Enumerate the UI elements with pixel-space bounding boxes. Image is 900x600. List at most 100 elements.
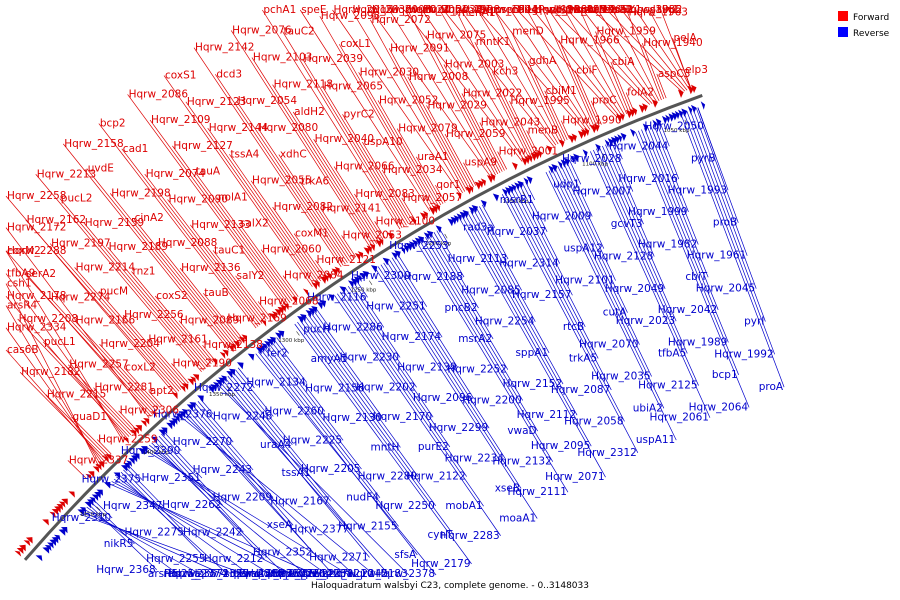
gene-arrow xyxy=(419,212,427,221)
gene-arrow xyxy=(629,128,636,138)
gene-arrow xyxy=(261,343,267,351)
gene-label-puch: pucH xyxy=(303,324,330,336)
gene-label-hqrw-2257: Hqrw_2257 xyxy=(69,359,128,371)
gene-label-ocd3: ocd3 xyxy=(637,4,663,16)
legend: Forward Reverse xyxy=(838,11,890,39)
gene-label-hqrw-2188: Hqrw_2188 xyxy=(404,271,463,283)
gene-label-hqrw-1953: Hqrw_1953 xyxy=(554,4,613,16)
legend-swatch-forward xyxy=(838,11,848,21)
gene-label-hqrw-1966: Hqrw_1966 xyxy=(560,34,620,46)
label-connector xyxy=(98,123,257,329)
label-connector xyxy=(236,100,346,265)
gene-arrow xyxy=(480,200,487,208)
gene-arrow xyxy=(215,379,223,387)
gene-arrow xyxy=(210,384,217,392)
gene-label-hqrw-2053: Hqrw_2053 xyxy=(343,229,402,241)
label-connector xyxy=(574,70,600,126)
gene-arrow xyxy=(54,506,61,513)
label-connector xyxy=(310,312,366,389)
gene-arrow xyxy=(95,463,102,471)
label-connector xyxy=(567,9,653,104)
gene-label-hqrw-2312: Hqrw_2312 xyxy=(577,447,636,459)
gene-label-hqrw-2182: Hqrw_2182 xyxy=(21,366,80,378)
label-connector xyxy=(149,444,307,576)
gene-label-hqrw-2355: Hqrw_2355 xyxy=(256,568,315,580)
gene-label-hqrw-2112: Hqrw_2112 xyxy=(517,409,576,421)
gene-arrow xyxy=(363,247,370,255)
gene-label-hqrw-2089: Hqrw_2089 xyxy=(180,315,239,327)
gene-arrow xyxy=(128,458,135,465)
gene-label-coxs1: coxS1 xyxy=(165,70,196,82)
label-connector xyxy=(391,257,443,338)
label-connector xyxy=(381,169,414,222)
gene-label-pyrb: pyrB xyxy=(691,152,715,164)
label-connector xyxy=(282,275,299,297)
gene-label-hqrw-2070: Hqrw_2070 xyxy=(579,339,638,351)
label-connector xyxy=(5,283,99,467)
gene-arrow xyxy=(677,89,684,98)
label-connector xyxy=(425,35,499,175)
scale-tick-mark xyxy=(96,506,101,511)
gene-label-tfba5: tfbA5 xyxy=(658,347,686,359)
gene-arrow xyxy=(403,244,410,253)
gene-arrow xyxy=(681,108,688,117)
label-connector xyxy=(443,64,501,173)
gene-label-uspa12: uspA12 xyxy=(564,243,603,255)
gene-arrow xyxy=(130,429,137,437)
label-connector xyxy=(250,180,321,282)
gene-arrow xyxy=(94,491,101,499)
gene-arrow xyxy=(58,529,66,536)
gene-label-pela: pelA xyxy=(674,32,698,44)
label-connector xyxy=(71,416,110,456)
gene-label-hqrw-2075: Hqrw_2075 xyxy=(427,30,486,42)
gene-arrow xyxy=(182,383,189,391)
gene-label-hqrw-2390: Hqrw_2390 xyxy=(121,445,180,457)
gene-arrow xyxy=(264,340,270,349)
gene-arrow xyxy=(92,466,100,473)
gene-arrow xyxy=(477,180,484,188)
scale-ticks: 1050 kbp 1100 kbp 1150 kbp 1200 kbp 1250 kbp… xyxy=(80,119,690,518)
gene-label-hqrw-2274: Hqrw_2274 xyxy=(51,291,111,303)
gene-label-hqrw-2388: Hqrw_2388 xyxy=(225,568,284,580)
label-connector xyxy=(111,481,295,576)
label-connector xyxy=(219,382,390,576)
label-connector xyxy=(185,411,334,576)
gene-arrow xyxy=(514,182,520,191)
gene-label-xdhc: xdhC xyxy=(280,149,307,161)
label-connector xyxy=(299,319,437,507)
gene-label-hqrw-2259: Hqrw_2259 xyxy=(98,434,157,446)
gene-arrow xyxy=(375,239,382,248)
label-connector xyxy=(225,377,351,530)
label-connector xyxy=(380,264,506,459)
label-connector xyxy=(338,44,435,209)
gene-label-hqrw-2352: Hqrw_2352 xyxy=(253,547,312,559)
gene-arrow xyxy=(557,160,563,170)
gene-label-csp3: csp3 xyxy=(495,4,520,16)
gene-label-hqrw-2214: Hqrw_2214 xyxy=(76,261,136,273)
gene-arrow xyxy=(105,454,112,461)
gene-arrow xyxy=(187,378,194,386)
gene-arrow xyxy=(563,158,571,167)
scale-tick-mark xyxy=(368,280,373,285)
label-connector xyxy=(513,187,586,328)
label-connector xyxy=(641,129,729,343)
gene-arrow xyxy=(319,299,327,308)
gene-label-cbig1: cbiG1 xyxy=(550,4,580,16)
gene-label-proc: proC xyxy=(592,95,617,107)
label-connector xyxy=(179,267,239,343)
gene-arrow xyxy=(266,338,274,346)
gene-label-hqrw-2100: Hqrw_2100 xyxy=(376,215,435,227)
gene-label-vwad: vwaD xyxy=(507,425,536,437)
label-connector xyxy=(460,9,557,146)
legend-label-forward: Forward xyxy=(853,13,889,23)
gene-arrow xyxy=(171,418,178,425)
label-connector xyxy=(526,130,539,154)
label-connector xyxy=(548,170,665,409)
gene-label-hqrw-2058: Hqrw_2058 xyxy=(564,415,623,427)
gene-label-hqrw-2040: Hqrw_2040 xyxy=(315,133,374,145)
label-connector xyxy=(172,145,289,305)
gene-arrow xyxy=(102,456,109,463)
gene-arrow xyxy=(468,184,474,193)
gene-label-arsr4: arsR4 xyxy=(7,300,38,312)
label-connector xyxy=(522,183,548,232)
